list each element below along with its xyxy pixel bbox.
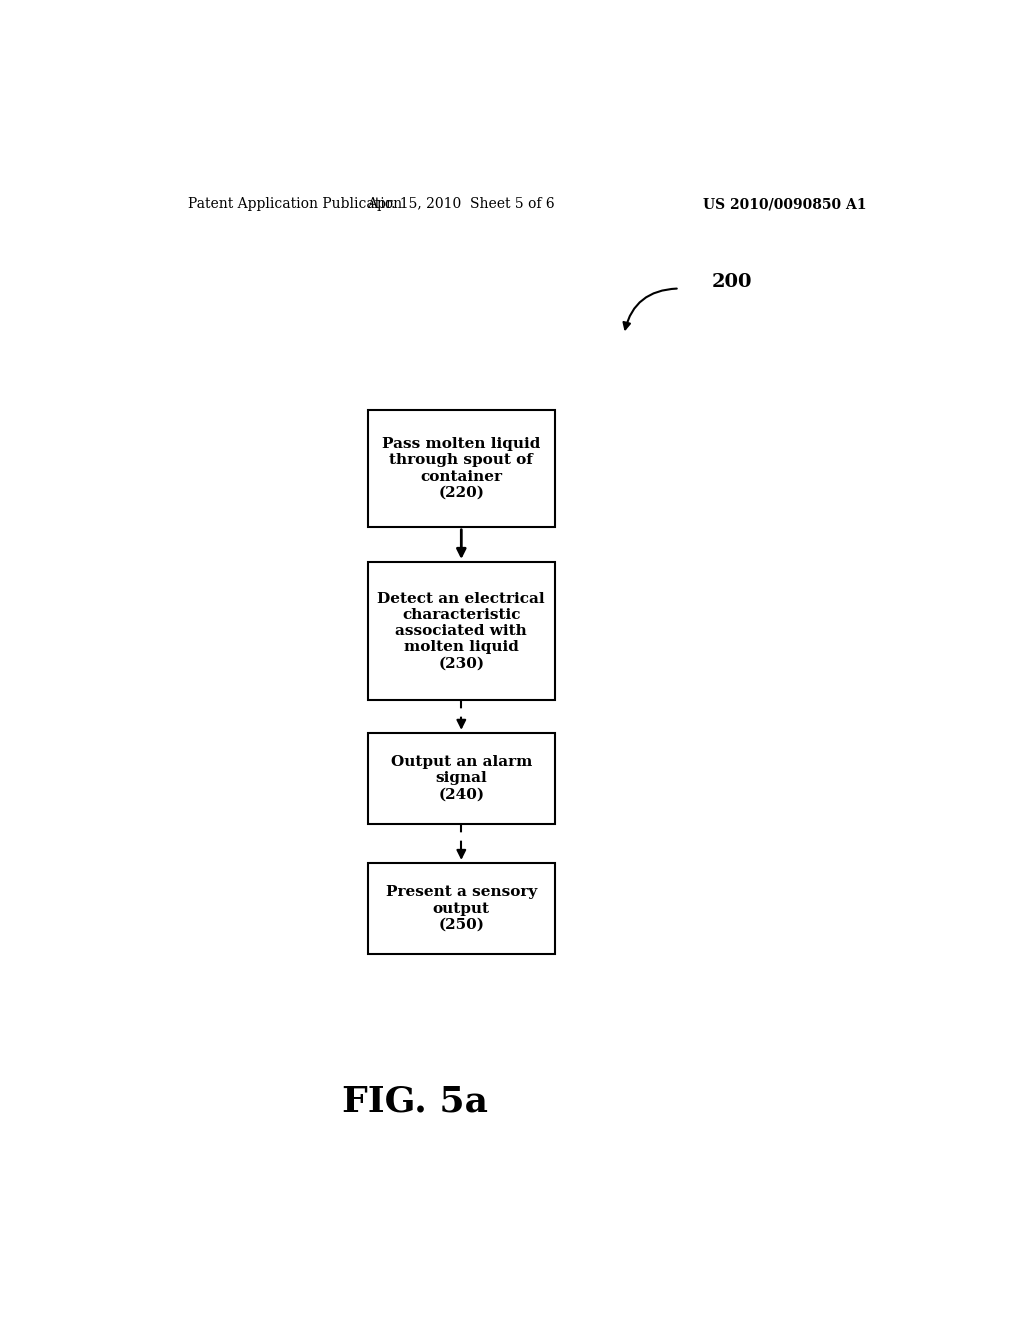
FancyBboxPatch shape — [368, 863, 555, 954]
Text: Patent Application Publication: Patent Application Publication — [187, 197, 401, 211]
Text: FIG. 5a: FIG. 5a — [342, 1085, 488, 1118]
Text: Present a sensory
output
(250): Present a sensory output (250) — [386, 886, 537, 932]
FancyBboxPatch shape — [368, 733, 555, 824]
Text: US 2010/0090850 A1: US 2010/0090850 A1 — [702, 197, 866, 211]
Text: 200: 200 — [712, 273, 752, 292]
FancyBboxPatch shape — [368, 562, 555, 700]
FancyBboxPatch shape — [368, 411, 555, 527]
Text: Detect an electrical
characteristic
associated with
molten liquid
(230): Detect an electrical characteristic asso… — [378, 591, 545, 671]
Text: Apr. 15, 2010  Sheet 5 of 6: Apr. 15, 2010 Sheet 5 of 6 — [368, 197, 555, 211]
Text: Pass molten liquid
through spout of
container
(220): Pass molten liquid through spout of cont… — [382, 437, 541, 500]
Text: Output an alarm
signal
(240): Output an alarm signal (240) — [390, 755, 532, 801]
